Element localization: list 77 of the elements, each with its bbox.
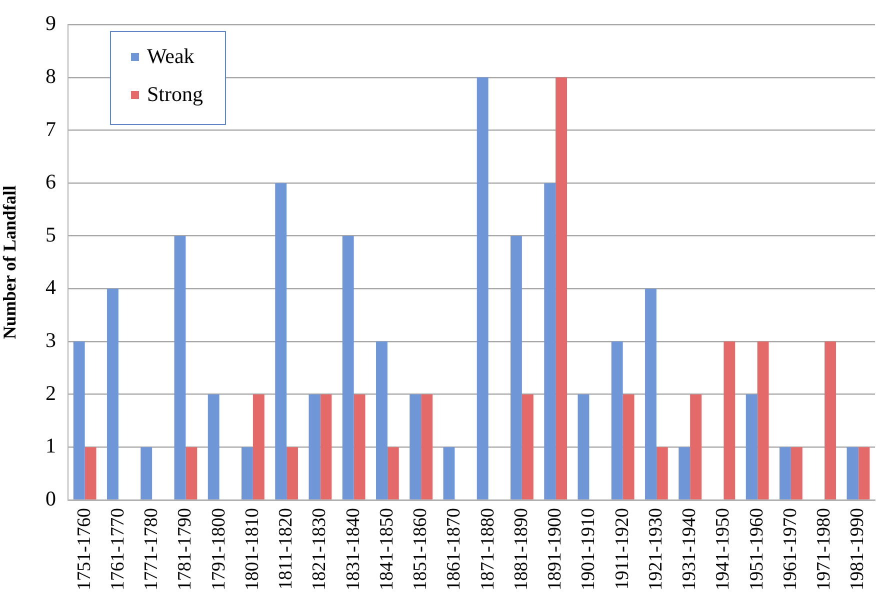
bar xyxy=(174,236,186,500)
bar xyxy=(443,447,455,500)
bar xyxy=(578,394,590,500)
y-tick-label: 0 xyxy=(46,486,56,511)
y-tick-label: 3 xyxy=(46,328,56,352)
legend-label: Strong xyxy=(147,82,204,108)
bar xyxy=(544,183,556,500)
x-tick-label: 1921-1930 xyxy=(645,508,666,590)
bar xyxy=(690,394,702,500)
bar xyxy=(790,447,802,500)
x-tick-label: 1911-1920 xyxy=(612,508,633,590)
x-tick-label: 1821-1830 xyxy=(309,508,330,590)
bar xyxy=(354,394,366,500)
bar xyxy=(320,394,332,500)
y-axis-title: Number of Landfall xyxy=(0,185,20,340)
bar xyxy=(186,447,198,500)
bar xyxy=(611,342,623,500)
bar xyxy=(140,447,152,500)
x-tick-label: 1931-1940 xyxy=(679,508,700,590)
bar xyxy=(410,394,422,500)
bar xyxy=(208,394,220,500)
x-tick-label: 1981-1990 xyxy=(847,508,868,590)
bar xyxy=(780,447,791,500)
x-tick-label: 1791-1800 xyxy=(208,508,230,590)
y-tick-label: 2 xyxy=(46,380,56,405)
bar xyxy=(387,447,399,500)
x-tick-label: 1751-1760 xyxy=(74,508,95,590)
x-tick-label: 1951-1960 xyxy=(746,508,768,590)
x-tick-label: 1851-1860 xyxy=(410,508,432,590)
x-tick-label: 1871-1880 xyxy=(477,508,498,590)
x-tick-label: 1761-1770 xyxy=(107,508,128,590)
bar xyxy=(824,342,836,500)
bar xyxy=(84,447,96,500)
bar xyxy=(308,394,320,500)
bar xyxy=(846,447,858,500)
bar xyxy=(522,394,534,500)
bar xyxy=(678,447,690,500)
bar xyxy=(746,394,758,500)
bar xyxy=(724,342,736,500)
bar xyxy=(73,342,85,500)
y-tick-label: 1 xyxy=(46,434,56,458)
bar xyxy=(252,394,264,500)
bar xyxy=(275,183,287,500)
x-tick-label: 1901-1910 xyxy=(578,508,600,590)
y-tick-label: 6 xyxy=(46,170,56,194)
bar xyxy=(286,447,298,500)
bar xyxy=(421,394,432,500)
x-tick-label: 1811-1820 xyxy=(276,508,297,590)
x-tick-label: 1801-1810 xyxy=(242,508,263,590)
x-tick-label: 1881-1890 xyxy=(510,508,532,590)
bar xyxy=(622,394,634,500)
x-tick-label: 1891-1900 xyxy=(544,508,566,590)
y-tick-label: 7 xyxy=(46,116,56,141)
x-tick-label: 1961-1970 xyxy=(780,508,801,590)
x-tick-label: 1971-1980 xyxy=(814,508,835,590)
x-tick-label: 1771-1780 xyxy=(141,508,162,590)
x-tick-label: 1861-1870 xyxy=(444,508,465,590)
bar xyxy=(858,447,870,500)
bar xyxy=(242,447,253,500)
bar xyxy=(107,288,118,500)
x-tick-label: 1781-1790 xyxy=(174,508,196,590)
x-tick-label: 1831-1840 xyxy=(342,508,364,590)
bar xyxy=(556,77,568,500)
bar xyxy=(376,342,388,500)
y-tick-label: 8 xyxy=(46,64,56,88)
bar xyxy=(645,288,656,500)
x-tick-label: 1941-1950 xyxy=(712,508,734,590)
y-tick-label: 9 xyxy=(46,11,56,36)
x-tick-label: 1841-1850 xyxy=(376,508,398,590)
bar xyxy=(656,447,668,500)
legend-label: Weak xyxy=(147,44,194,70)
bar xyxy=(476,77,488,500)
bar xyxy=(342,236,354,500)
bar xyxy=(510,236,522,500)
y-tick-label: 5 xyxy=(46,222,56,246)
bar xyxy=(757,342,769,500)
y-tick-label: 4 xyxy=(46,275,56,300)
